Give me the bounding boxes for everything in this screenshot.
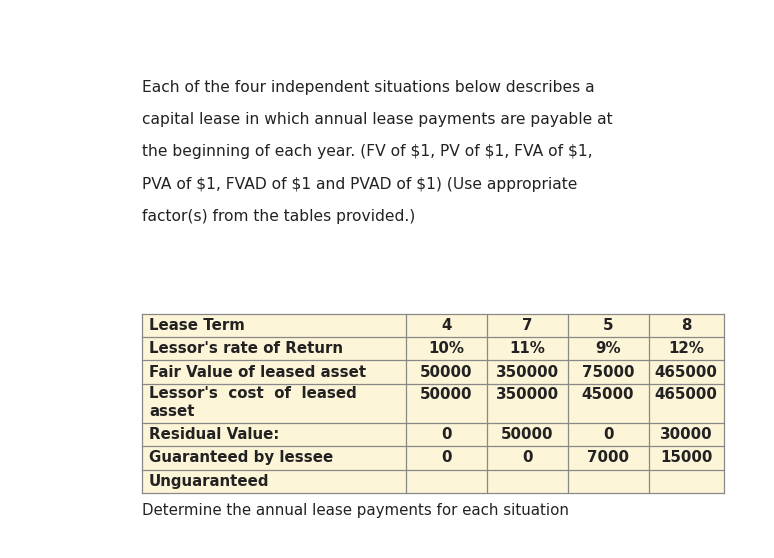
Text: Fair Value of leased asset: Fair Value of leased asset <box>149 364 366 379</box>
Bar <box>142 337 406 360</box>
Bar <box>567 360 649 383</box>
Text: Determine the annual lease payments for each situation: Determine the annual lease payments for … <box>142 503 569 518</box>
Text: asset: asset <box>149 403 194 418</box>
Bar <box>487 314 567 337</box>
Bar <box>406 446 487 469</box>
Text: Lessor's rate of Return: Lessor's rate of Return <box>149 341 343 357</box>
Bar <box>487 337 567 360</box>
Text: 50000: 50000 <box>501 427 553 442</box>
Text: 350000: 350000 <box>495 387 559 402</box>
Bar <box>406 423 487 446</box>
Bar <box>567 469 649 493</box>
Bar <box>567 314 649 337</box>
Text: 50000: 50000 <box>420 387 472 402</box>
Bar <box>406 314 487 337</box>
Text: Lessor's  cost  of  leased: Lessor's cost of leased <box>149 387 357 401</box>
Text: 0: 0 <box>441 427 451 442</box>
Bar <box>406 337 487 360</box>
Bar <box>487 360 567 383</box>
Text: 5: 5 <box>603 318 613 333</box>
Text: 8: 8 <box>681 318 691 333</box>
Text: factor(s) from the tables provided.): factor(s) from the tables provided.) <box>142 209 415 224</box>
Bar <box>567 383 649 423</box>
Text: 7: 7 <box>522 318 533 333</box>
Bar <box>649 446 724 469</box>
Bar <box>649 469 724 493</box>
Bar <box>649 314 724 337</box>
Bar <box>142 423 406 446</box>
Text: 10%: 10% <box>428 341 464 357</box>
Bar <box>567 423 649 446</box>
Text: Residual Value:: Residual Value: <box>149 427 279 442</box>
Text: PVA of $1, FVAD of $1 and PVAD of $1) (Use appropriate: PVA of $1, FVAD of $1 and PVAD of $1) (U… <box>142 176 577 191</box>
Text: Each of the four independent situations below describes a: Each of the four independent situations … <box>142 80 594 95</box>
Text: 50000: 50000 <box>420 364 472 379</box>
Bar <box>142 469 406 493</box>
Bar <box>567 337 649 360</box>
Text: Lease Term: Lease Term <box>149 318 245 333</box>
Text: 7000: 7000 <box>587 450 629 465</box>
Text: 465000: 465000 <box>655 387 717 402</box>
Text: 45000: 45000 <box>582 387 635 402</box>
Bar <box>406 469 487 493</box>
Text: Guaranteed by lessee: Guaranteed by lessee <box>149 450 333 465</box>
Text: 0: 0 <box>522 450 533 465</box>
Text: 350000: 350000 <box>495 364 559 379</box>
Bar <box>406 383 487 423</box>
Text: 15000: 15000 <box>660 450 712 465</box>
Text: 0: 0 <box>603 427 613 442</box>
Bar <box>142 383 406 423</box>
Bar <box>487 469 567 493</box>
Text: capital lease in which annual lease payments are payable at: capital lease in which annual lease paym… <box>142 112 612 127</box>
Text: 465000: 465000 <box>655 364 717 379</box>
Bar <box>567 446 649 469</box>
Bar <box>487 423 567 446</box>
Bar <box>406 360 487 383</box>
Text: 9%: 9% <box>595 341 621 357</box>
Bar <box>142 360 406 383</box>
Bar <box>142 446 406 469</box>
Bar <box>649 383 724 423</box>
Bar <box>142 314 406 337</box>
Bar <box>487 383 567 423</box>
Bar <box>649 360 724 383</box>
Text: the beginning of each year. (FV of $1, PV of $1, FVA of $1,: the beginning of each year. (FV of $1, P… <box>142 145 592 159</box>
Text: 0: 0 <box>441 450 451 465</box>
Bar <box>487 446 567 469</box>
Text: 12%: 12% <box>668 341 704 357</box>
Text: 75000: 75000 <box>582 364 635 379</box>
Text: 11%: 11% <box>509 341 545 357</box>
Text: Unguaranteed: Unguaranteed <box>149 474 269 489</box>
Bar <box>649 423 724 446</box>
Text: 4: 4 <box>441 318 451 333</box>
Bar <box>649 337 724 360</box>
Text: 30000: 30000 <box>659 427 712 442</box>
